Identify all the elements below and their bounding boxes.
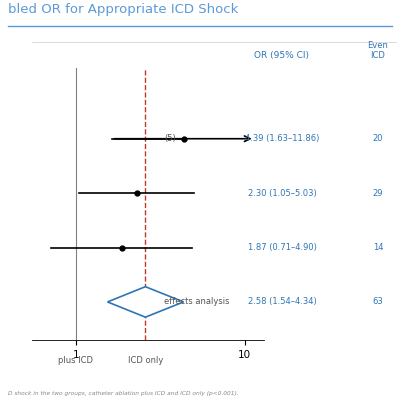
Text: 29: 29 bbox=[373, 189, 383, 198]
Text: 1.87 (0.71–4.90): 1.87 (0.71–4.90) bbox=[248, 243, 316, 252]
Text: 63: 63 bbox=[373, 298, 383, 306]
Text: 2.30 (1.05–5.03): 2.30 (1.05–5.03) bbox=[248, 189, 316, 198]
Text: 2.58 (1.54–4.34): 2.58 (1.54–4.34) bbox=[248, 298, 316, 306]
Text: 4.39 (1.63–11.86): 4.39 (1.63–11.86) bbox=[245, 134, 319, 143]
Text: plus ICD: plus ICD bbox=[58, 356, 93, 365]
Text: ICD only: ICD only bbox=[128, 356, 163, 365]
Text: Even
ICD: Even ICD bbox=[368, 40, 388, 60]
Text: bled OR for Appropriate ICD Shock: bled OR for Appropriate ICD Shock bbox=[8, 3, 238, 16]
Text: (5): (5) bbox=[164, 134, 176, 143]
Text: 14: 14 bbox=[373, 243, 383, 252]
Text: effects analysis: effects analysis bbox=[164, 298, 230, 306]
Text: D shock in the two groups, catheter ablation plus ICD and ICD only (p<0.001).: D shock in the two groups, catheter abla… bbox=[8, 391, 239, 396]
Text: OR (95% CI): OR (95% CI) bbox=[254, 51, 310, 60]
Polygon shape bbox=[108, 287, 184, 317]
Text: 20: 20 bbox=[373, 134, 383, 143]
